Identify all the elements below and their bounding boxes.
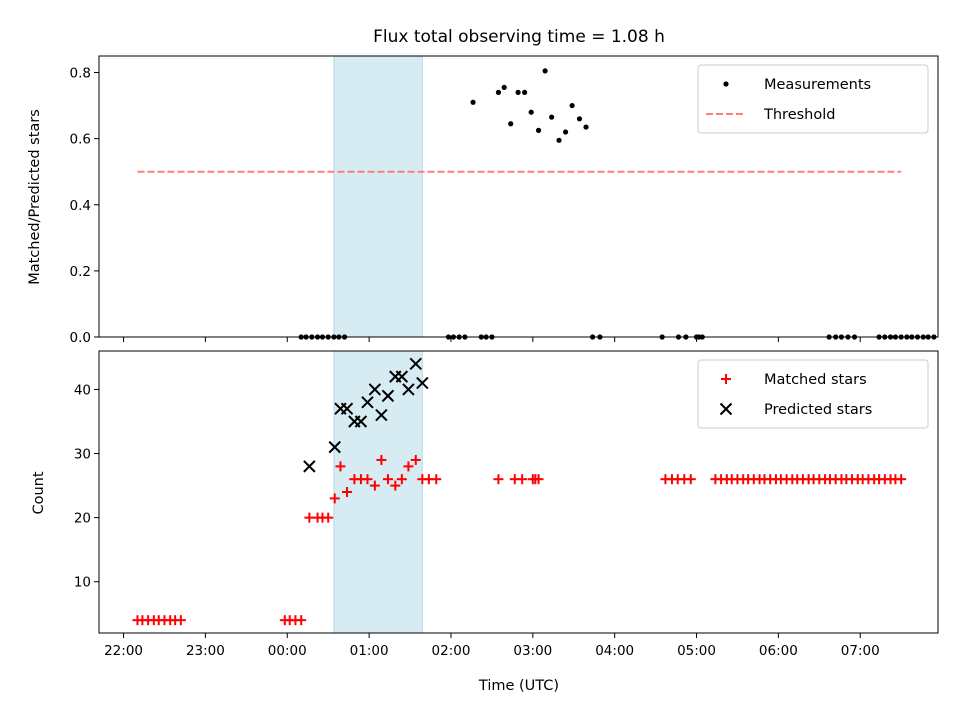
x-tick-label: 02:00 [432,643,471,659]
measurement-point [556,137,562,143]
top-y-axis-label: Matched/Predicted stars [27,109,43,285]
bottom-y-axis-label: Count [31,471,47,514]
predicted-stars-point [361,396,374,409]
measurement-point [569,102,575,109]
measurement-point [470,99,476,105]
measurement-point [549,114,555,120]
predicted-stars-point [395,370,409,383]
x-tick-label: 05:00 [677,643,716,659]
matched-stars-point [396,474,407,485]
bottom-plot-frame [98,350,939,634]
matched-stars-point [369,480,380,491]
legend-label: Threshold [763,107,835,123]
legend-label: Matched stars [764,372,867,388]
measurement-point [542,68,548,74]
matched-stars-point [403,461,414,472]
measurement-point [515,89,521,95]
x-tick-label: 01:00 [350,643,389,659]
matched-stars-point [329,493,340,504]
predicted-stars-point [402,383,415,396]
measurement-point [562,129,569,135]
measurement-point [495,89,502,95]
predicted-stars-point [328,440,341,454]
measurement-point [583,124,589,130]
matched-stars-point [685,474,696,485]
predicted-stars-point [303,460,316,473]
top-legend: Measurements Threshold [697,64,929,134]
predicted-stars-point [354,415,368,428]
x-tick-label: 22:00 [104,643,143,659]
x-tick-label: 06:00 [759,643,798,659]
legend-label: Measurements [764,77,871,93]
measurement-point [528,109,534,115]
matched-stars-point [493,474,504,485]
legend-marker-predicted [719,402,733,416]
matched-stars-point [342,487,353,497]
matched-stars-point [382,474,393,485]
matched-stars-point [390,480,401,491]
x-tick-label: 07:00 [841,643,880,659]
y-tick-label: 30 [74,447,91,463]
legend-marker-measurements [723,81,729,87]
matched-stars-point [896,474,907,485]
legend-box [697,64,929,134]
legend-label: Predicted stars [764,402,872,418]
top-panel: Flux total observing time = 1.08 h Match… [27,27,939,346]
matched-stars-point [376,454,387,465]
matched-stars-point [517,474,528,485]
predicted-stars-point [409,357,422,371]
matched-stars-point [335,461,346,472]
x-tick-label: 04:00 [595,643,634,659]
predicted-stars-point [381,389,395,403]
predicted-stars-point [416,376,429,390]
matched-stars-point [431,474,442,485]
measurement-point [501,84,507,91]
y-tick-label: 10 [74,575,91,591]
x-tick-label: 03:00 [513,643,552,659]
measurement-point [508,121,514,127]
legend-box [697,359,929,429]
measurement-point [522,89,528,95]
predicted-stars-point [340,402,354,415]
bottom-legend: Matched stars Predicted stars [697,359,929,429]
predicted-stars-point [368,383,382,396]
y-tick-label: 0.8 [70,66,91,82]
x-tick-label: 00:00 [268,643,307,659]
matched-stars-point [533,474,544,485]
matched-stars-point [296,615,307,626]
y-tick-label: 0.4 [70,198,91,214]
y-tick-label: 0.2 [70,264,91,280]
y-tick-label: 20 [74,511,91,527]
bottom-panel: Count Time (UTC) 10 20 30 40 22:00 23:00 00:00… [31,350,939,694]
matched-stars-point [410,454,421,465]
legend-marker-matched [721,374,731,384]
matched-stars-point [362,474,373,485]
measurement-point [576,116,583,122]
x-tick-label: 23:00 [186,643,225,659]
x-axis-label: Time (UTC) [478,678,559,694]
predicted-stars-point [375,408,388,422]
observing-window-band [333,55,423,338]
y-tick-label: 0.0 [70,330,91,346]
matched-stars-point [323,512,334,523]
top-plot-frame [98,55,939,338]
matched-stars-point [175,615,186,626]
y-tick-label: 40 [74,382,91,398]
y-tick-label: 0.6 [70,132,91,148]
chart-title: Flux total observing time = 1.08 h [373,27,665,47]
measurement-point [535,127,542,133]
